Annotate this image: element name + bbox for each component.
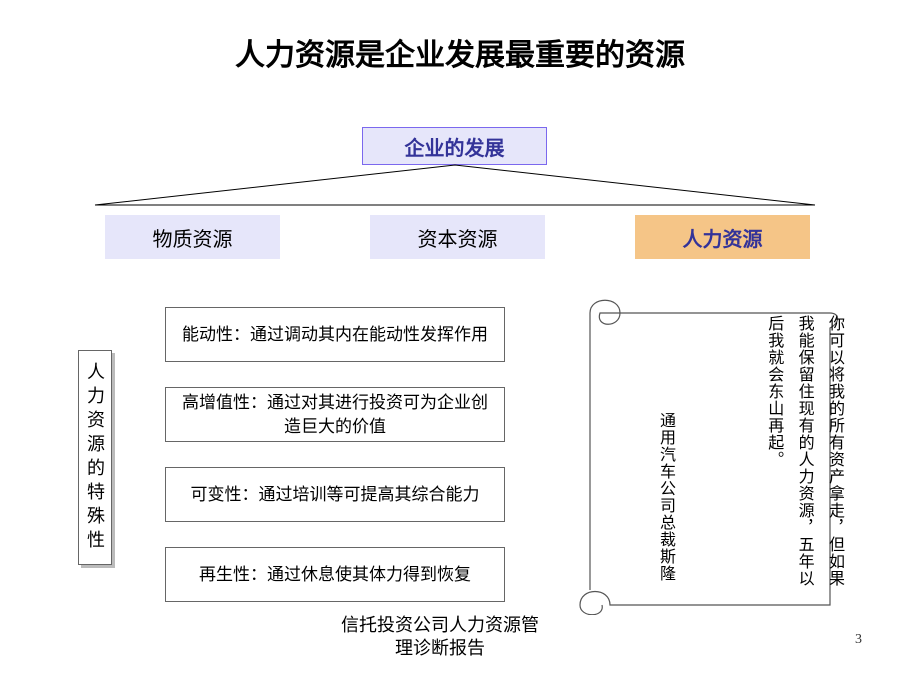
- footer-line1: 信托投资公司人力资源管: [341, 615, 539, 635]
- resource-label: 资本资源: [418, 223, 498, 252]
- side-label-hr-characteristics: 人力资源的特殊性: [78, 350, 112, 565]
- resource-box-material: 物质资源: [105, 215, 280, 259]
- resource-box-human: 人力资源: [635, 215, 810, 259]
- feature-box-value-add: 高增值性：通过对其进行投资可为企业创造巨大的价值: [165, 387, 505, 442]
- feature-text: 再生性：通过休息使其体力得到恢复: [199, 563, 471, 587]
- feature-box-initiative: 能动性：通过调动其内在能动性发挥作用: [165, 307, 505, 362]
- resource-label: 人力资源: [683, 223, 763, 252]
- side-label-text: 人力资源的特殊性: [82, 362, 108, 554]
- footer-report-title: 信托投资公司人力资源管 理诊断报告: [290, 614, 590, 661]
- top-node-enterprise-development: 企业的发展: [362, 127, 547, 165]
- resource-box-capital: 资本资源: [370, 215, 545, 259]
- slide-title: 人力资源是企业发展最重要的资源: [0, 30, 920, 74]
- feature-box-variability: 可变性：通过培训等可提高其综合能力: [165, 467, 505, 522]
- top-node-label: 企业的发展: [405, 132, 505, 161]
- feature-box-regeneration: 再生性：通过休息使其体力得到恢复: [165, 547, 505, 602]
- feature-text: 高增值性：通过对其进行投资可为企业创造巨大的价值: [174, 391, 496, 439]
- feature-text: 可变性：通过培训等可提高其综合能力: [191, 483, 480, 507]
- feature-text: 能动性：通过调动其内在能动性发挥作用: [182, 323, 488, 347]
- resource-label: 物质资源: [153, 223, 233, 252]
- quote-attribution: 通用汽车公司总裁斯隆: [620, 412, 680, 597]
- page-number: 3: [855, 632, 862, 648]
- quote-text: 你可以将我的所有资产拿走，但如果我能保留住现有的人力资源，五年以后我就会东山再起…: [724, 315, 849, 598]
- footer-line2: 理诊断报告: [395, 638, 485, 658]
